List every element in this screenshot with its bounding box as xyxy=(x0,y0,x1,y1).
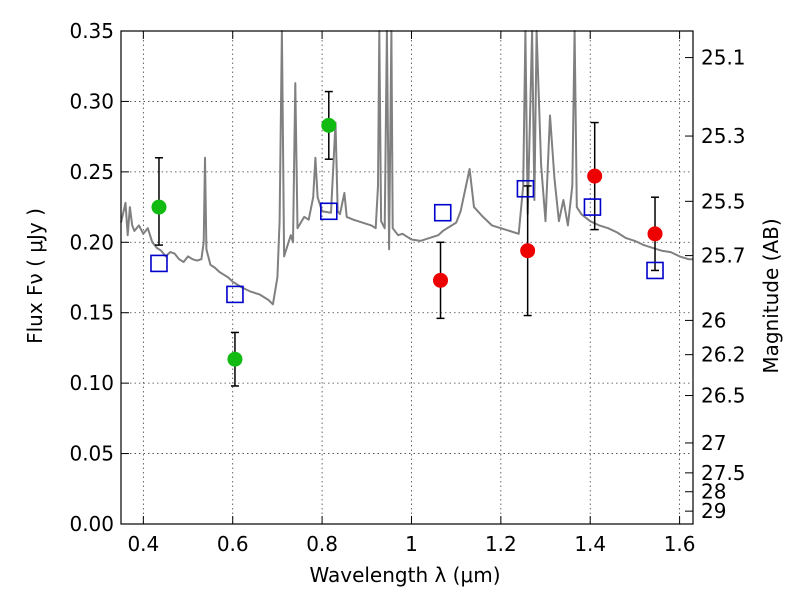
y-tick-label: 0.30 xyxy=(69,89,114,113)
red-data-point xyxy=(587,168,603,184)
model-photometry-square xyxy=(516,179,535,198)
y2-tick-label: 25.5 xyxy=(701,189,746,213)
y-tick-label: 0.20 xyxy=(69,230,114,254)
red-data-point xyxy=(520,243,536,259)
x-tick-label: 1.6 xyxy=(664,532,696,556)
model-photometry-square xyxy=(646,261,664,280)
y2-tick-label: 26.5 xyxy=(701,384,746,408)
green-data-point xyxy=(151,199,167,215)
y2-axis-title: Magnitude (AB) xyxy=(759,218,783,373)
y-tick-label: 0.15 xyxy=(69,301,114,325)
y-axis-title: Flux Fν ( μJy ) xyxy=(23,208,47,344)
x-tick-label: 1.2 xyxy=(485,532,517,556)
model-spectrum xyxy=(120,30,693,306)
x-tick-label: 1.4 xyxy=(574,532,606,556)
green-data-point xyxy=(227,351,243,367)
y2-tick-label: 27 xyxy=(701,431,726,455)
y2-tick-label: 25.1 xyxy=(701,46,746,70)
plot-frame xyxy=(120,30,694,525)
y-tick-label: 0.35 xyxy=(69,19,114,43)
model-photometry-square xyxy=(226,285,244,304)
photometry-markers xyxy=(150,117,664,367)
red-data-point xyxy=(433,272,449,288)
model-photometry-square xyxy=(433,203,452,222)
y2-tick-label: 28 xyxy=(701,480,726,504)
y-tick-label: 0.00 xyxy=(69,512,114,536)
y-tick-label: 0.10 xyxy=(69,371,114,395)
y2-tick-label: 26.2 xyxy=(701,343,746,367)
y2-tick-label: 25.3 xyxy=(701,124,746,148)
y2-tick-label: 25.7 xyxy=(701,244,746,268)
x-tick-label: 0.4 xyxy=(127,532,159,556)
x-tick-label: 1 xyxy=(405,532,418,556)
x-tick-label: 0.6 xyxy=(217,532,249,556)
x-axis-title: Wavelength λ (μm) xyxy=(309,563,500,587)
grid-lines xyxy=(121,31,693,524)
y-tick-labels: 0.00 0.05 0.10 0.15 0.20 0.25 0.30 0.35 xyxy=(69,19,114,536)
x-tick-labels: 0.4 0.6 0.8 1 1.2 1.4 1.6 xyxy=(127,532,695,556)
model-photometry-square xyxy=(319,202,338,221)
y2-tick-label: 27.5 xyxy=(701,461,746,485)
y-tick-label: 0.25 xyxy=(69,160,114,184)
y2-tick-label: 26 xyxy=(701,308,726,332)
x-tick-label: 0.8 xyxy=(306,532,338,556)
y-tick-label: 0.05 xyxy=(69,442,114,466)
red-data-point xyxy=(647,226,663,242)
model-photometry-square xyxy=(583,198,602,216)
model-spectrum-line xyxy=(120,30,693,306)
y2-tick-label: 29 xyxy=(701,499,726,523)
model-photometry-square xyxy=(150,254,168,273)
error-bars xyxy=(154,90,660,387)
axis-ticks xyxy=(121,30,693,525)
green-data-point xyxy=(321,117,337,133)
